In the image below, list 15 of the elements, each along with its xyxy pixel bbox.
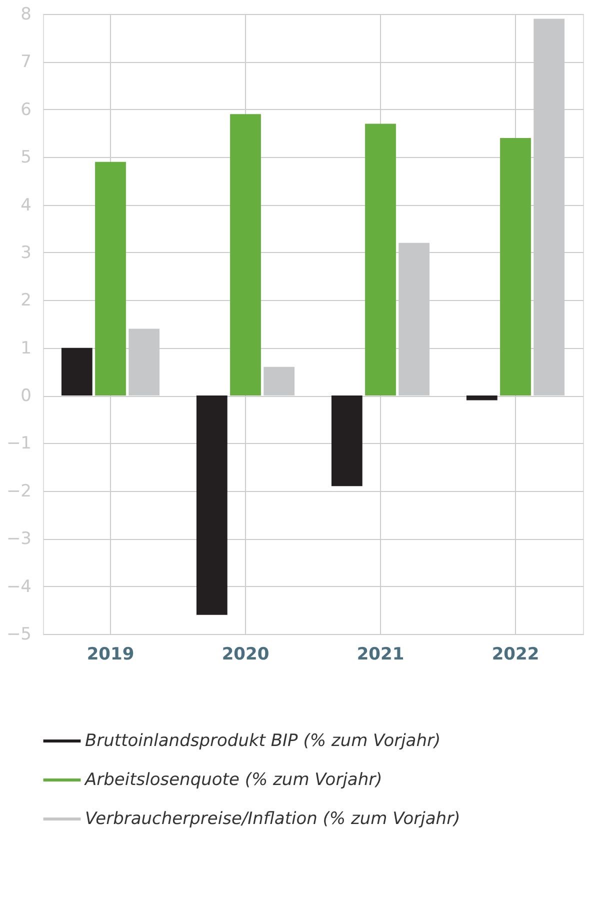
bar	[95, 162, 126, 396]
bar	[196, 396, 228, 615]
bar	[365, 124, 396, 396]
bar	[500, 138, 531, 396]
legend-label: Bruttoinlandsprodukt BIP (% zum Vorjahr)	[85, 731, 441, 751]
bar	[230, 114, 261, 396]
legend-label: Verbraucherpreise/Inflation (% zum Vorjahr)	[85, 809, 460, 829]
x-tick-label: 2019	[86, 644, 134, 664]
bar	[466, 396, 498, 400]
x-tick-label: 2020	[222, 644, 270, 664]
bar	[61, 348, 92, 396]
legend-label: Arbeitslosenquote (% zum Vorjahr)	[84, 770, 382, 790]
bar	[331, 396, 362, 486]
x-tick-label: 2022	[492, 644, 540, 664]
x-tick-label: 2021	[356, 644, 404, 664]
